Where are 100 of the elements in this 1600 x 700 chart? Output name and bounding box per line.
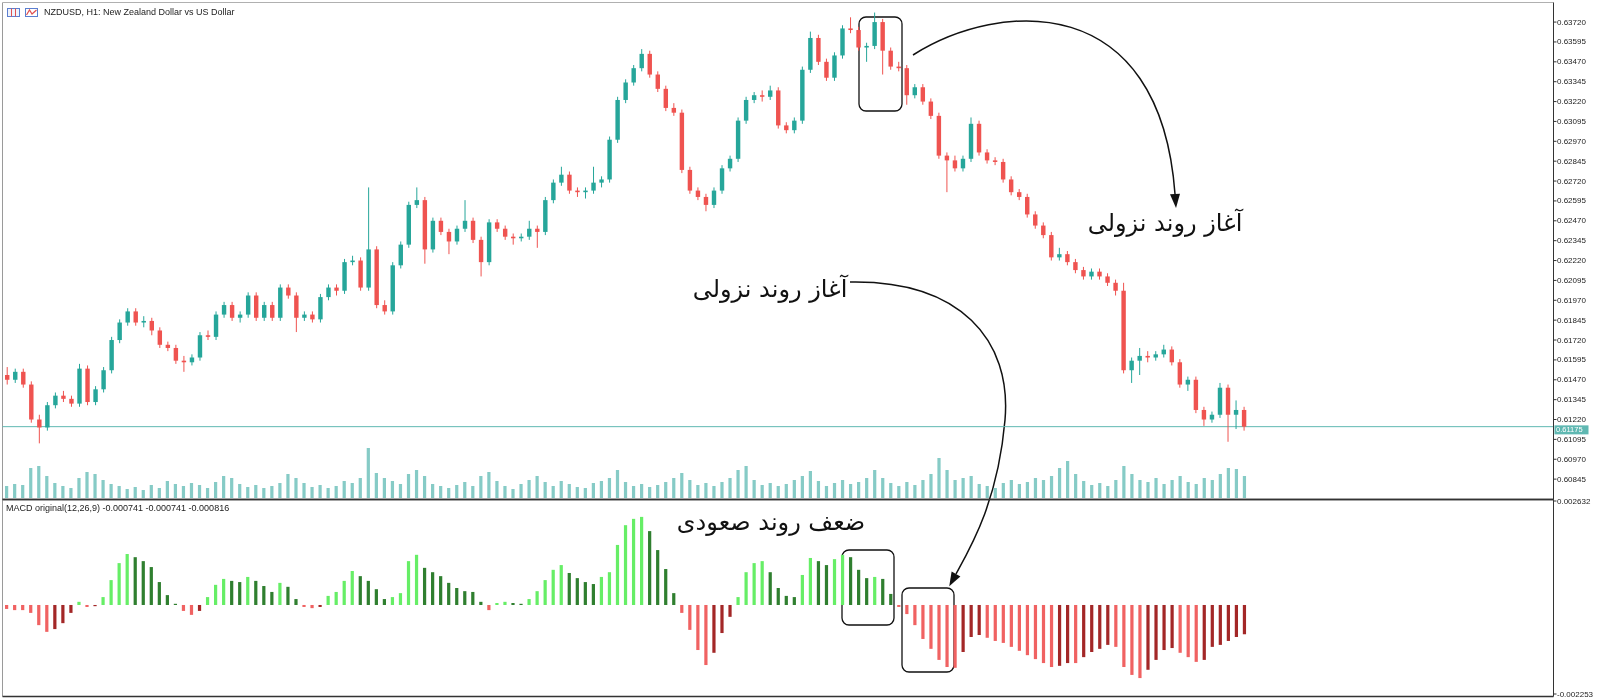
candlestick xyxy=(1233,399,1239,430)
bar xyxy=(977,604,981,636)
bar xyxy=(238,484,242,498)
bar xyxy=(101,480,105,498)
bar xyxy=(591,483,595,498)
bar xyxy=(1041,480,1046,498)
y-tick-label: 0.62095 xyxy=(1557,275,1587,285)
y-tick-label: 0.61095 xyxy=(1557,434,1587,444)
bar xyxy=(768,483,772,498)
bar xyxy=(615,470,620,498)
bar xyxy=(640,516,644,605)
candlestick xyxy=(872,12,877,50)
bar xyxy=(857,569,861,605)
bar xyxy=(1074,474,1078,498)
bar xyxy=(575,578,579,605)
candlestick xyxy=(984,148,990,165)
bar xyxy=(993,488,997,498)
bar xyxy=(985,486,989,498)
bar xyxy=(1098,483,1102,498)
bar xyxy=(1033,478,1038,498)
bar xyxy=(696,604,700,651)
candlestick xyxy=(663,85,669,112)
candlestick xyxy=(952,155,958,173)
bar xyxy=(768,572,772,605)
bar xyxy=(1066,461,1070,498)
bar xyxy=(623,525,628,605)
candlestick xyxy=(1185,376,1191,392)
bar xyxy=(503,601,507,605)
bar xyxy=(832,483,837,498)
bar xyxy=(664,482,668,498)
candlestick xyxy=(21,368,26,389)
bar xyxy=(125,489,129,498)
bar xyxy=(246,487,250,498)
bar xyxy=(302,483,306,498)
bar xyxy=(1234,469,1239,498)
bar xyxy=(511,489,515,498)
bar xyxy=(1001,604,1005,643)
bar xyxy=(953,480,957,498)
candlestick xyxy=(117,318,122,344)
bar xyxy=(720,604,724,634)
bar xyxy=(173,484,178,498)
candlestick xyxy=(157,326,163,349)
bar xyxy=(141,490,145,498)
bar xyxy=(1122,466,1126,498)
bar xyxy=(181,604,186,611)
bar xyxy=(479,601,483,605)
bar xyxy=(125,554,129,605)
annotation: آغاز روند نزولی xyxy=(692,274,849,303)
bar xyxy=(575,487,579,498)
y-tick-label: 0.63220 xyxy=(1557,97,1587,107)
bar xyxy=(1082,604,1086,658)
bar xyxy=(937,458,941,498)
bar xyxy=(366,580,370,605)
y-tick-label: 0.61470 xyxy=(1557,375,1587,385)
candlestick xyxy=(631,64,636,87)
bar xyxy=(1090,604,1094,652)
bar xyxy=(53,483,57,498)
bar xyxy=(913,485,917,498)
y-tick-label: 0.62970 xyxy=(1557,136,1587,146)
bar xyxy=(985,604,989,638)
bar xyxy=(85,472,89,498)
bar xyxy=(53,604,57,630)
bar xyxy=(599,576,604,605)
bar xyxy=(503,486,507,498)
bar xyxy=(294,478,298,498)
candlestick xyxy=(1129,357,1134,384)
candlestick xyxy=(743,96,749,125)
bar xyxy=(487,472,491,498)
bar xyxy=(29,604,33,613)
bar xyxy=(447,488,451,498)
candlestick xyxy=(294,291,299,333)
bar xyxy=(447,582,451,605)
bar xyxy=(326,488,330,498)
bar xyxy=(1154,604,1158,660)
bar xyxy=(213,482,218,498)
bar xyxy=(350,483,354,498)
y-tick-label: 0.61345 xyxy=(1557,395,1587,405)
candlestick xyxy=(318,293,323,324)
bar xyxy=(69,604,73,613)
bar xyxy=(889,483,893,498)
bar xyxy=(881,578,885,605)
bar xyxy=(736,597,740,605)
bar xyxy=(905,482,909,498)
bar xyxy=(230,478,234,498)
chart-title: MACD original(12,26,9) -0.000741 -0.000741 -0.000816 xyxy=(6,503,230,513)
bar xyxy=(961,604,965,652)
bar xyxy=(840,480,845,498)
bar xyxy=(631,518,636,605)
bar xyxy=(294,599,298,605)
bar xyxy=(254,580,258,605)
candlestick xyxy=(856,26,861,52)
bar xyxy=(262,586,266,605)
bar xyxy=(230,580,234,605)
candlestick xyxy=(703,193,709,212)
bar xyxy=(623,482,628,498)
y-tick-label: 0.61595 xyxy=(1557,355,1587,365)
bar xyxy=(567,572,571,605)
bar xyxy=(37,604,41,626)
candlestick xyxy=(824,58,829,82)
bar xyxy=(1162,604,1166,651)
